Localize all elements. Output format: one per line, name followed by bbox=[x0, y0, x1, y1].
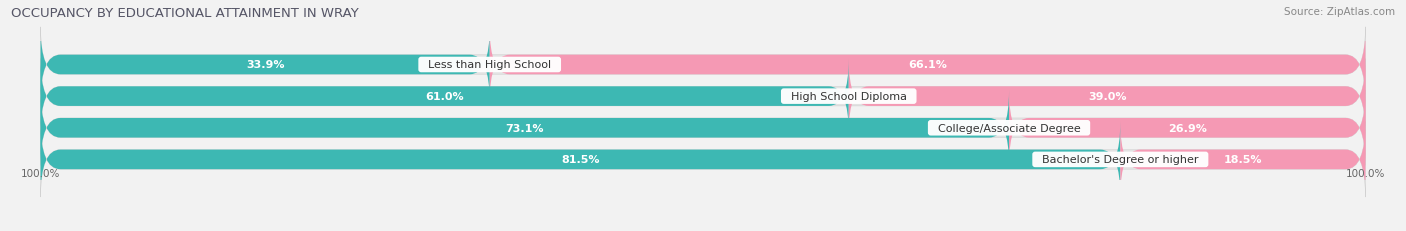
Text: OCCUPANCY BY EDUCATIONAL ATTAINMENT IN WRAY: OCCUPANCY BY EDUCATIONAL ATTAINMENT IN W… bbox=[11, 7, 359, 20]
Text: 100.0%: 100.0% bbox=[1346, 168, 1385, 178]
FancyBboxPatch shape bbox=[849, 59, 1365, 134]
Text: Source: ZipAtlas.com: Source: ZipAtlas.com bbox=[1284, 7, 1395, 17]
Text: 61.0%: 61.0% bbox=[426, 92, 464, 102]
Text: 26.9%: 26.9% bbox=[1168, 123, 1206, 133]
FancyBboxPatch shape bbox=[41, 91, 1010, 166]
Text: 81.5%: 81.5% bbox=[561, 155, 600, 165]
Text: 33.9%: 33.9% bbox=[246, 60, 284, 70]
FancyBboxPatch shape bbox=[41, 122, 1121, 197]
Text: High School Diploma: High School Diploma bbox=[783, 92, 914, 102]
Text: Bachelor's Degree or higher: Bachelor's Degree or higher bbox=[1035, 155, 1205, 165]
Text: 39.0%: 39.0% bbox=[1088, 92, 1126, 102]
FancyBboxPatch shape bbox=[41, 122, 1365, 197]
FancyBboxPatch shape bbox=[41, 28, 489, 103]
Text: 73.1%: 73.1% bbox=[506, 123, 544, 133]
Text: College/Associate Degree: College/Associate Degree bbox=[931, 123, 1087, 133]
FancyBboxPatch shape bbox=[41, 59, 849, 134]
FancyBboxPatch shape bbox=[41, 91, 1365, 166]
FancyBboxPatch shape bbox=[489, 28, 1365, 103]
Text: Less than High School: Less than High School bbox=[422, 60, 558, 70]
FancyBboxPatch shape bbox=[1121, 122, 1365, 197]
FancyBboxPatch shape bbox=[41, 59, 1365, 134]
Text: 66.1%: 66.1% bbox=[908, 60, 948, 70]
FancyBboxPatch shape bbox=[41, 28, 1365, 103]
Text: 100.0%: 100.0% bbox=[21, 168, 60, 178]
Text: 18.5%: 18.5% bbox=[1223, 155, 1263, 165]
FancyBboxPatch shape bbox=[1010, 91, 1365, 166]
